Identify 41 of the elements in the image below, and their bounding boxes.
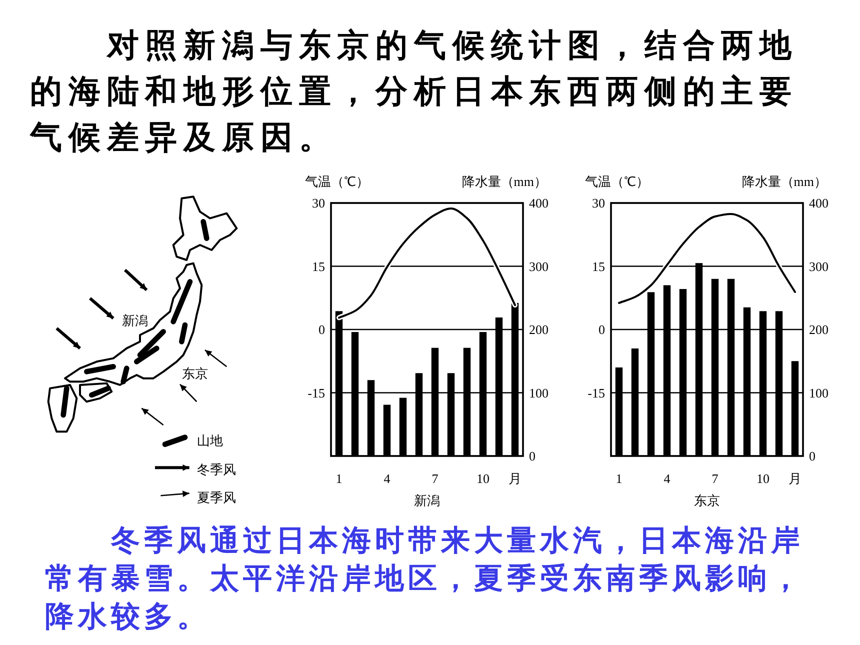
y-axis-title: 气温（℃） — [305, 174, 369, 189]
x-tick-label: 1 — [336, 471, 342, 486]
x-tick-label: 7 — [712, 471, 719, 486]
y2-tick-label: 400 — [529, 196, 548, 210]
y-tick-label: 30 — [312, 196, 325, 210]
y2-tick-label: 0 — [809, 448, 816, 464]
x-tick-label: 4 — [384, 471, 391, 486]
y2-tick-label: 0 — [529, 448, 536, 464]
x-tick-label: 月 — [788, 471, 802, 486]
y2-axis-title: 降水量（mm） — [742, 174, 827, 189]
y2-tick-label: 200 — [529, 322, 548, 337]
text: 冬季风 — [197, 462, 236, 477]
y2-tick-label: 400 — [809, 196, 828, 210]
y-tick-label: 30 — [592, 196, 605, 210]
x-tick-label: 1 — [616, 471, 622, 486]
x-axis-title: 东京 — [694, 493, 720, 508]
text: 东京 — [182, 366, 208, 381]
text: 新潟 — [122, 313, 148, 328]
text: 夏季风 — [197, 490, 236, 505]
text: 对照新潟与东京的气候统计图，结合两地的海陆和地形位置，分析日本东西两侧的主要气候差异及原因。 — [30, 26, 799, 157]
y2-tick-label: 100 — [529, 385, 548, 400]
x-tick-label: 月 — [508, 471, 522, 486]
x-tick-label: 10 — [476, 471, 490, 486]
x-tick-label: 7 — [432, 471, 439, 486]
y-axis-title: 气温（℃） — [585, 174, 649, 189]
y2-tick-label: 100 — [809, 385, 828, 400]
text: 冬季风通过日本海时带来大量水汽，日本海沿岸常有暴雪。太平洋沿岸地区，夏季受东南季风影响，降水较多。 — [45, 524, 805, 635]
y-tick-label: 15 — [312, 258, 325, 274]
y2-axis-title: 降水量（mm） — [462, 174, 547, 189]
x-tick-label: 4 — [664, 471, 671, 486]
y2-tick-label: 300 — [529, 258, 548, 274]
y2-tick-label: 200 — [809, 322, 828, 337]
y2-tick-label: 300 — [809, 258, 828, 274]
x-axis-title: 新潟 — [414, 493, 440, 508]
x-tick-label: 10 — [756, 471, 770, 486]
y-tick-label: -15 — [588, 385, 605, 400]
y-tick-label: -15 — [308, 385, 325, 400]
text: 山地 — [197, 433, 223, 448]
y-tick-label: 0 — [318, 322, 325, 337]
y-tick-label: 0 — [598, 322, 605, 337]
y-tick-label: 15 — [592, 258, 605, 274]
